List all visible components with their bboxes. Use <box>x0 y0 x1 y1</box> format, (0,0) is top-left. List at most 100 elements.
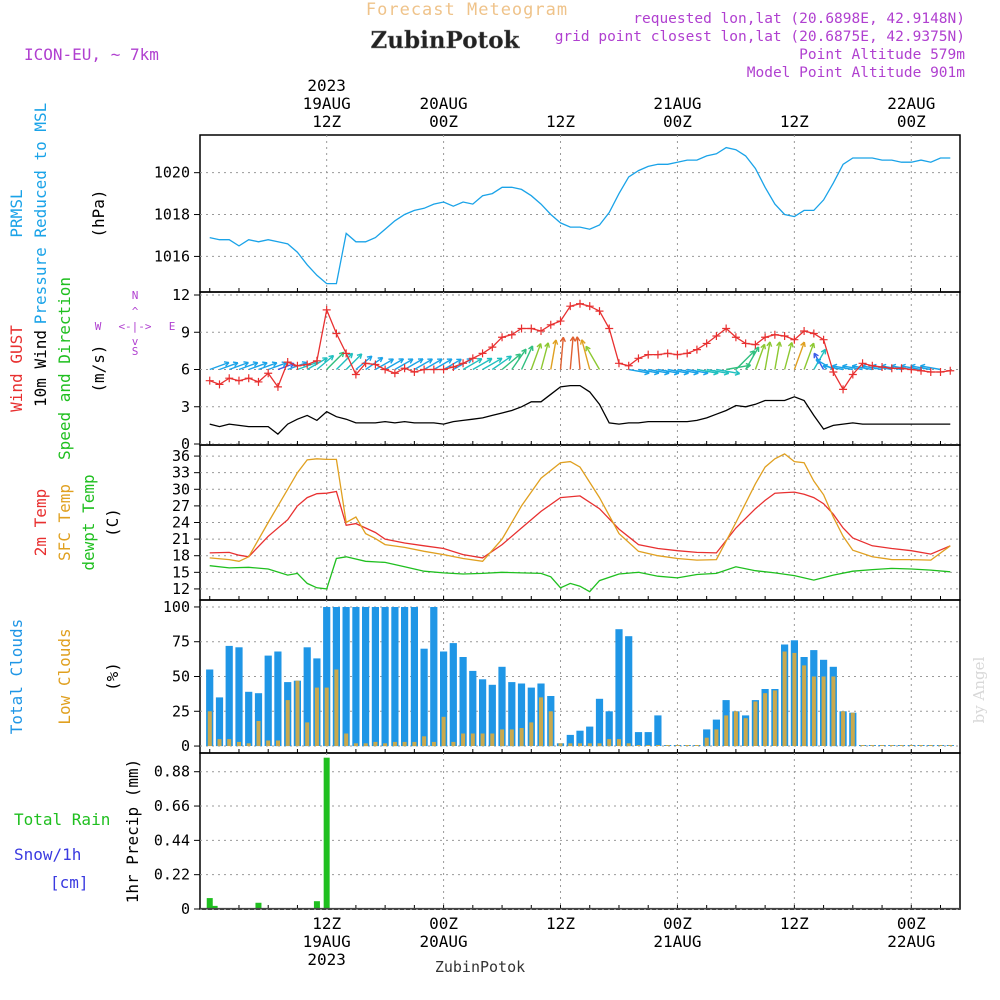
wind-barb-head <box>498 357 503 363</box>
gust-marker <box>605 324 614 333</box>
gust-marker <box>858 359 867 368</box>
wind-barb-head <box>842 365 847 370</box>
gust-marker <box>839 385 848 394</box>
cloud-bar-total <box>401 607 409 747</box>
wind-barb-head <box>800 341 805 346</box>
precip-bar <box>206 898 213 909</box>
wind-barb-head <box>379 357 384 363</box>
precip-frame <box>199 752 961 910</box>
chart-layer: 1016 1018 1020 PRMSL Pressure Reduced to MSL… <box>7 76 961 969</box>
cloud-bar-total <box>595 698 604 747</box>
pressure-plot <box>209 146 951 285</box>
wind-barb <box>920 365 941 371</box>
wind-barb-head <box>263 362 268 368</box>
temperature-series-sfc-temp <box>209 453 951 562</box>
cloud-bar-low <box>831 676 836 746</box>
wind-barb-head <box>576 336 581 342</box>
wind-barb-head <box>369 355 373 362</box>
wind-barb-head <box>822 363 828 367</box>
precip-legend-0: Total Rain <box>14 810 110 829</box>
gust-marker <box>800 327 809 336</box>
gust-marker <box>741 339 750 348</box>
cloud-bar-total <box>245 691 253 746</box>
wind-barb-head <box>555 339 559 345</box>
compass-n: N <box>132 289 139 302</box>
wind-barb-head <box>644 372 650 376</box>
wind-barb <box>530 343 542 370</box>
cloud-bar-low <box>412 741 417 747</box>
gust-marker <box>507 330 516 339</box>
top-time-label: 12Z <box>546 112 575 131</box>
wind-barb-head <box>673 372 680 376</box>
panel-precip: 0 0.22 0.44 0.66 0.88 Total Rain Snow/1h [cm] 1h… <box>14 752 961 918</box>
wind-barb <box>793 341 806 370</box>
clouds-ytick-label: 50 <box>172 668 190 686</box>
cloud-bar-low <box>724 715 729 746</box>
model-altitude: Model Point Altitude 901m <box>747 65 966 81</box>
wind-barb-head <box>419 358 424 364</box>
wind-barb-head <box>562 336 566 343</box>
cloud-bar-low <box>558 743 563 747</box>
wind-barb <box>803 342 815 370</box>
gust-marker <box>546 320 555 329</box>
wind-barb-head <box>851 365 857 370</box>
cloud-bar-low <box>509 729 514 747</box>
gust-marker <box>488 343 497 352</box>
pressure-series-prmsl <box>209 146 951 285</box>
gust-marker <box>702 339 711 348</box>
gust-marker <box>595 307 604 316</box>
wind-barb-head <box>330 355 335 361</box>
gust-marker <box>351 370 360 379</box>
gust-marker <box>478 349 487 358</box>
gust-marker <box>585 302 594 311</box>
model-label: ICON-EU, ~ 7km <box>24 45 159 64</box>
precip-bar <box>313 901 320 909</box>
wind-barb-head <box>478 358 483 364</box>
wind-barb <box>394 358 414 371</box>
precip-ytick-label: 0.66 <box>154 797 190 815</box>
precip-bar <box>211 905 218 909</box>
top-time-label: 21AUG <box>653 94 701 113</box>
gust-marker <box>624 361 633 370</box>
wind-barb <box>822 365 844 371</box>
temperature-ytick-label: 15 <box>172 563 190 581</box>
cloud-bar-total <box>654 715 662 746</box>
wind-barb-head <box>243 361 249 364</box>
wind-barb <box>219 362 239 371</box>
wind-barb-head <box>776 341 781 347</box>
gust-marker <box>342 349 351 358</box>
cloud-bar-total <box>479 679 487 747</box>
gust-marker <box>205 376 214 385</box>
wind-barb-head <box>488 358 493 364</box>
pressure-ytick-label: 1018 <box>154 206 190 224</box>
panel-pressure: 1016 1018 1020 PRMSL Pressure Reduced to MSL… <box>7 103 961 324</box>
temperature-ylabel-2: dewpt Temp <box>79 474 98 570</box>
cloud-bar-total <box>371 607 379 747</box>
wind-ylabel-1: 10m Wind <box>31 330 50 407</box>
wind-barb <box>576 336 581 370</box>
gust-marker <box>897 364 906 373</box>
bottom-time-label: 00Z <box>429 914 458 933</box>
cloud-bar-low <box>802 665 807 747</box>
temperature-ylabel-1: SFC Temp <box>55 484 74 561</box>
wind-barb <box>735 350 756 370</box>
cloud-bar-total <box>206 669 214 746</box>
wind-barb <box>384 358 404 371</box>
wind-barb-head <box>723 372 729 376</box>
wind-barb-head <box>271 361 277 364</box>
cloud-bar-low <box>909 745 914 746</box>
wind-barb-head <box>769 341 773 347</box>
requested-coords: requested lon,lat (20.6898E, 42.9148N) <box>633 11 965 27</box>
gust-marker <box>907 365 916 374</box>
gust-marker <box>868 361 877 370</box>
gust-marker <box>498 333 507 342</box>
wind-barb <box>267 362 287 371</box>
clouds-ytick-label: 0 <box>181 737 190 755</box>
cloud-bar-low <box>782 651 787 747</box>
wind-barb-head <box>324 357 328 363</box>
cloud-bar-total <box>254 693 263 747</box>
gust-marker <box>439 365 448 374</box>
clouds-ylabel-1: Low Clouds <box>55 628 74 724</box>
cloud-bar-total <box>225 645 233 746</box>
gust-marker <box>429 365 438 374</box>
